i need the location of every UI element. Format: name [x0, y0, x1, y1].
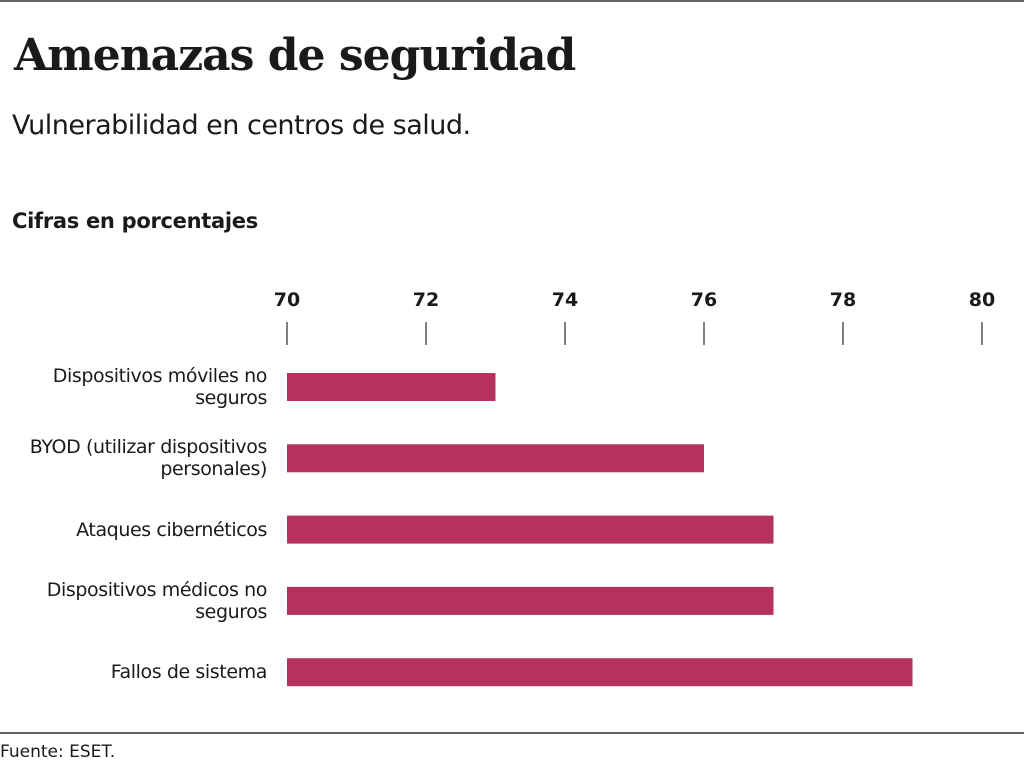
source: Fuente: ESET.: [0, 742, 116, 762]
bar: [287, 586, 774, 615]
chart-title: Amenazas de seguridad: [14, 30, 576, 81]
x-tick-label: 70: [274, 289, 300, 311]
bar: [287, 444, 704, 473]
bar: [287, 515, 774, 544]
category-label: Dispositivos médicos no seguros: [46, 578, 268, 623]
bar: [287, 373, 496, 401]
category-label: Fallos de sistema: [110, 661, 268, 684]
x-tick-label: 72: [413, 289, 439, 311]
unit-label: Cifras en porcentajes: [12, 209, 258, 233]
category-label: Ataques cibernéticos: [76, 518, 267, 541]
chart-subtitle: Vulnerabilidad en centros de salud.: [12, 110, 471, 141]
category-label: BYOD (utilizar dispositivos personales): [29, 436, 268, 481]
category-label: Dispositivos móviles no seguros: [52, 365, 268, 409]
bar: [287, 658, 913, 687]
x-tick-label: 76: [691, 289, 717, 311]
x-tick-label: 78: [830, 289, 856, 311]
x-tick-label: 80: [969, 289, 995, 311]
x-tick-label: 74: [552, 289, 578, 311]
